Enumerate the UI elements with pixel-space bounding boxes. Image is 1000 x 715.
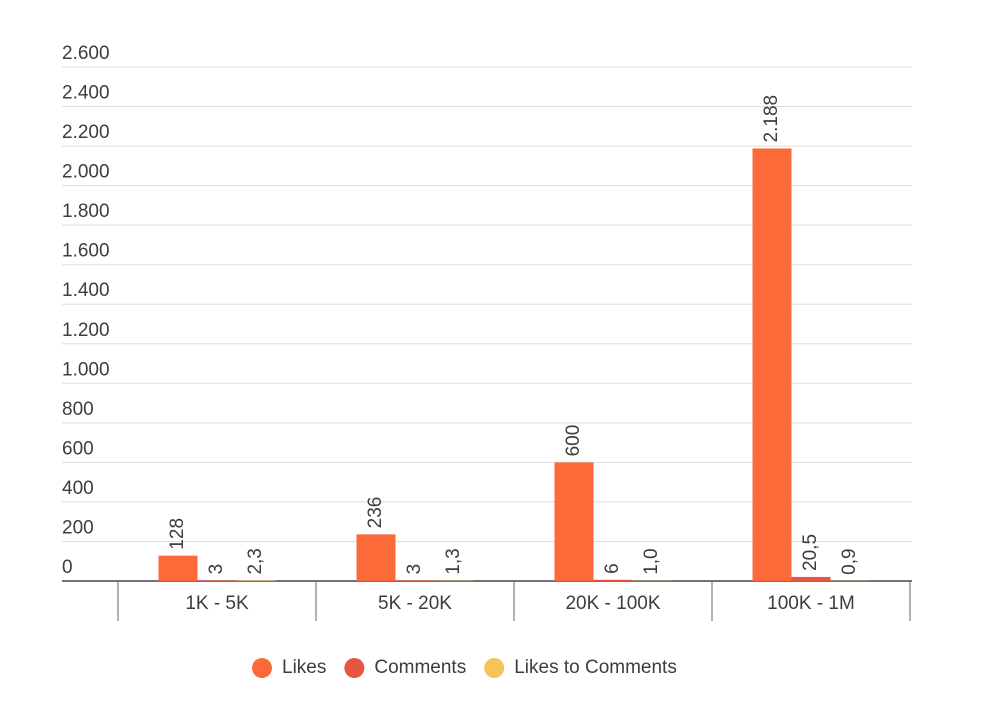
y-tick-label: 1.200 bbox=[62, 320, 110, 341]
y-tick-label: 2.200 bbox=[62, 122, 110, 143]
legend-label: Likes to Comments bbox=[514, 657, 677, 678]
value-label: 128 bbox=[167, 518, 188, 550]
value-label: 1,0 bbox=[641, 548, 662, 574]
bar bbox=[395, 580, 435, 581]
legend-marker bbox=[344, 658, 365, 678]
value-label: 3 bbox=[206, 564, 227, 575]
legend: Likes Comments Likes to Comments bbox=[252, 657, 677, 678]
value-label: 3 bbox=[404, 564, 425, 575]
x-tick-label: 5K - 20K bbox=[378, 593, 452, 614]
y-tick-label: 1.000 bbox=[62, 359, 110, 380]
y-tick-label: 0 bbox=[62, 557, 73, 578]
legend-marker bbox=[252, 658, 272, 678]
value-label: 2,3 bbox=[245, 548, 266, 574]
y-tick-label: 1.400 bbox=[62, 280, 110, 301]
y-tick-label: 800 bbox=[62, 399, 94, 420]
y-tick-label: 200 bbox=[62, 517, 94, 538]
value-label: 6 bbox=[602, 563, 623, 574]
y-tick-label: 1.600 bbox=[62, 241, 110, 262]
value-label: 600 bbox=[563, 425, 584, 457]
bar bbox=[356, 534, 396, 581]
bar bbox=[593, 579, 633, 581]
y-tick-label: 600 bbox=[62, 438, 94, 459]
y-tick-label: 2.000 bbox=[62, 162, 110, 183]
value-label: 20,5 bbox=[800, 534, 821, 571]
bar bbox=[554, 462, 594, 581]
x-tick-label: 100K - 1M bbox=[767, 593, 855, 614]
bar bbox=[752, 148, 792, 582]
value-label: 1,3 bbox=[443, 548, 464, 574]
x-tick-label: 20K - 100K bbox=[565, 593, 660, 614]
y-tick-label: 2.600 bbox=[62, 43, 110, 64]
bar bbox=[158, 555, 198, 581]
y-tick-label: 400 bbox=[62, 478, 94, 499]
x-tick-label: 1K - 5K bbox=[185, 593, 249, 614]
value-label: 0,9 bbox=[839, 548, 860, 574]
value-label: 2.188 bbox=[761, 95, 782, 143]
y-tick-label: 2.400 bbox=[62, 83, 110, 104]
value-label: 236 bbox=[365, 497, 386, 529]
legend-label: Likes bbox=[282, 657, 326, 678]
bar bbox=[791, 576, 831, 581]
bar bbox=[197, 580, 237, 581]
y-tick-label: 1.800 bbox=[62, 201, 110, 222]
legend-label: Comments bbox=[374, 657, 466, 678]
legend-marker bbox=[484, 658, 505, 678]
